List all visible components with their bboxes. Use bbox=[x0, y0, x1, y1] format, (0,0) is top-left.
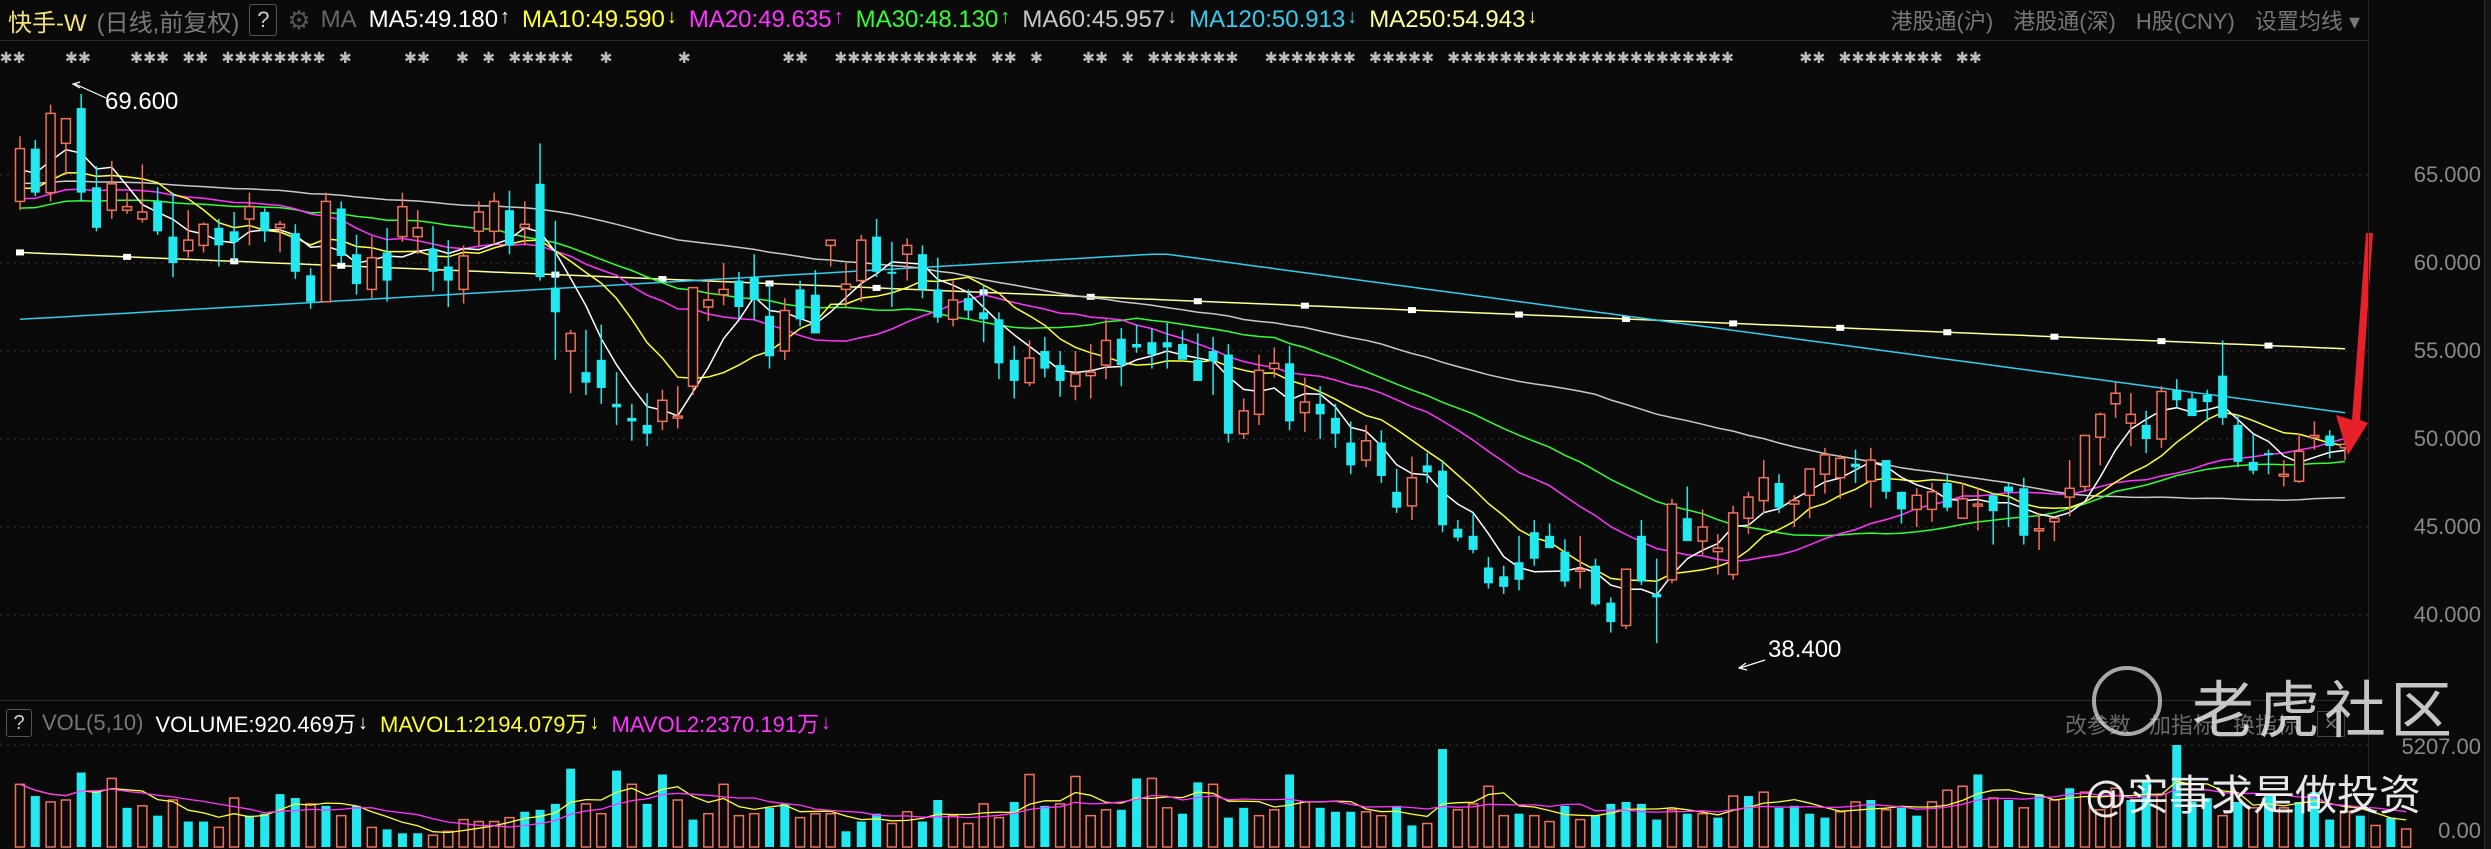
arrow-down-icon: ↓ bbox=[821, 711, 832, 734]
chart-header: 快手-W (日线,前复权) ? ⚙ MA MA5:49.180 ↑ MA10:49.… bbox=[0, 0, 2368, 40]
stock-name[interactable]: 快手-W bbox=[8, 9, 87, 37]
ma-value-ma10: MA10:49.590 bbox=[522, 6, 665, 33]
low-price-label: 38.400 bbox=[1768, 636, 1842, 663]
ma-value-ma5: MA5:49.180 bbox=[368, 6, 499, 33]
gear-icon[interactable]: ⚙ bbox=[287, 4, 311, 35]
volume-indicator: VOL(5,10) bbox=[42, 710, 144, 735]
header-divider bbox=[0, 40, 2368, 41]
ma-values: MA5:49.180 ↑ MA10:49.590 ↓ MA20:49.635 ↑ MA30:… bbox=[357, 6, 1538, 34]
event-markers-row[interactable]: ✱✱ ✱✱ ✱✱✱ ✱✱ ✱✱✱✱✱✱✱✱ ✱ ✱✱ ✱ ✱ ✱✱✱✱✱ ✱ ✱… bbox=[0, 44, 1983, 66]
ma-label: MA bbox=[320, 6, 357, 33]
mavol1-value: MAVOL1:2194.079万 bbox=[380, 712, 588, 737]
volume-axis-min: 0.00 bbox=[2438, 818, 2481, 843]
volume-help-button[interactable]: ? bbox=[6, 709, 32, 737]
volume-value: VOLUME:920.469万 bbox=[155, 712, 357, 737]
panel-divider[interactable] bbox=[0, 700, 2368, 701]
link-h-share-cny[interactable]: H股(CNY) bbox=[2135, 9, 2235, 34]
arrow-up-icon: ↑ bbox=[1000, 6, 1011, 28]
link-sz-connect[interactable]: 港股通(深) bbox=[2013, 9, 2116, 34]
price-tick: 55.000 bbox=[2413, 338, 2481, 363]
ma-value-ma120: MA120:50.913 bbox=[1189, 6, 1346, 33]
tiger-logo-icon bbox=[2092, 666, 2162, 736]
price-tick: 40.000 bbox=[2413, 602, 2481, 627]
link-sh-connect[interactable]: 港股通(沪) bbox=[1890, 9, 1994, 34]
price-tick: 65.000 bbox=[2413, 162, 2481, 187]
arrow-down-icon: ↓ bbox=[1347, 6, 1358, 28]
close-icon[interactable]: × bbox=[2317, 711, 2346, 737]
watermark-brand: 老虎社区 bbox=[2192, 674, 2457, 747]
high-price-label: 69.600 bbox=[105, 88, 179, 115]
mavol2-value: MAVOL2:2370.191万 bbox=[611, 712, 820, 737]
add-indicator-button[interactable]: 加指标 bbox=[2149, 713, 2216, 738]
ma-value-ma20: MA20:49.635 bbox=[688, 6, 832, 33]
scrollbar[interactable] bbox=[2484, 0, 2491, 849]
ma-value-ma250: MA250:54.943 bbox=[1369, 6, 1526, 33]
ma-value-ma30: MA30:48.130 bbox=[855, 6, 999, 33]
header-links: 港股通(沪) 港股通(深) H股(CNY) 设置均线 ▾ bbox=[1871, 0, 2360, 40]
help-button[interactable]: ? bbox=[249, 4, 278, 36]
axis-divider bbox=[2368, 0, 2369, 849]
arrow-down-icon: ↓ bbox=[358, 711, 369, 734]
switch-indicator-button[interactable]: 换指标 bbox=[2233, 713, 2300, 738]
arrow-down-icon: ↓ bbox=[589, 711, 600, 734]
arrow-up-icon: ↑ bbox=[833, 6, 844, 28]
arrow-down-icon: ↓ bbox=[1167, 6, 1178, 28]
price-tick: 60.000 bbox=[2413, 250, 2481, 275]
ma-value-ma60: MA60:45.957 bbox=[1022, 6, 1166, 33]
volume-axis-max: 5207.00 bbox=[2401, 734, 2481, 759]
arrow-down-icon: ↓ bbox=[666, 6, 677, 28]
price-tick: 45.000 bbox=[2413, 514, 2481, 539]
watermark-author: @实事求是做投资 bbox=[2085, 771, 2422, 820]
arrow-up-icon: ↑ bbox=[500, 6, 511, 28]
arrow-down-icon: ↓ bbox=[1527, 6, 1538, 28]
price-tick: 50.000 bbox=[2413, 426, 2481, 451]
volume-header: ? VOL(5,10) VOLUME:920.469万 ↓ MAVOL1:219… bbox=[0, 708, 831, 738]
set-ma-dropdown[interactable]: 设置均线 ▾ bbox=[2254, 9, 2360, 34]
period-note: (日线,前复权) bbox=[96, 9, 240, 37]
